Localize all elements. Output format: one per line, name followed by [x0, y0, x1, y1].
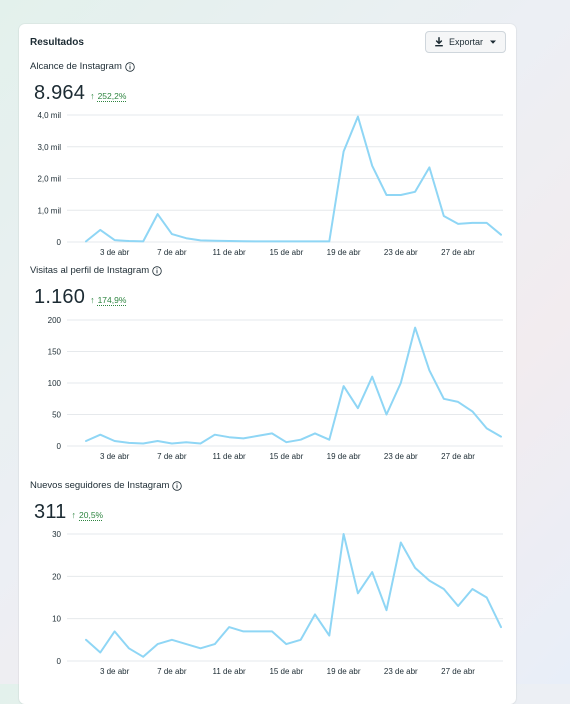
x-tick-label: 23 de abr	[384, 248, 418, 257]
arrow-up-icon: ↑	[90, 91, 95, 101]
section-title-profile-visits: Visitas al perfil de Instagram	[30, 265, 162, 276]
chevron-down-icon	[490, 40, 496, 44]
x-tick-label: 3 de abr	[100, 248, 130, 257]
profile-visits-chart: 0 50 100 150 200 3 de abr 7 de abr 11 de abr 15 …	[48, 316, 503, 461]
change-percent: 174,9%	[97, 295, 127, 305]
info-icon[interactable]	[125, 61, 135, 72]
x-tick-label: 11 de abr	[212, 248, 246, 257]
arrow-up-icon: ↑	[71, 510, 77, 520]
metric-new-followers: 311 ↑ 20,5%	[34, 501, 103, 524]
y-tick-label: 0	[57, 442, 62, 451]
metric-profile-visits: 1.160 ↑ 174,9%	[34, 286, 126, 309]
metric-reach: 8.964 ↑ 252,2%	[34, 82, 126, 105]
y-tick-label: 1,0 mil	[37, 206, 61, 215]
y-tick-label: 0	[57, 238, 62, 247]
metric-value: 8.964	[34, 82, 86, 104]
x-tick-label: 3 de abr	[100, 667, 130, 676]
info-icon[interactable]	[172, 480, 183, 491]
x-tick-label: 3 de abr	[100, 452, 130, 461]
y-tick-label: 20	[52, 572, 61, 581]
change-badge: ↑ 20,5%	[72, 510, 104, 520]
x-tick-label: 23 de abr	[384, 452, 418, 461]
change-badge: ↑ 252,2%	[90, 91, 126, 101]
y-tick-label: 200	[48, 316, 62, 325]
x-tick-label: 23 de abr	[384, 667, 418, 676]
section-title-label: Nuevos seguidores de Instagram	[30, 480, 170, 491]
change-badge: ↑ 174,9%	[90, 295, 126, 305]
y-tick-label: 150	[48, 348, 62, 357]
x-tick-label: 15 de abr	[269, 248, 303, 257]
x-tick-label: 11 de abr	[212, 452, 246, 461]
y-tick-label: 10	[52, 615, 61, 624]
reach-chart: 0 1,0 mil 2,0 mil 3,0 mil 4,0 mil 3 de abr 7 d…	[37, 111, 503, 257]
y-tick-label: 100	[48, 379, 62, 388]
x-tick-label: 15 de abr	[269, 667, 303, 676]
series-line	[85, 326, 502, 445]
y-tick-label: 0	[57, 657, 62, 666]
metric-value: 311	[34, 501, 67, 523]
y-tick-label: 50	[52, 411, 61, 420]
x-tick-label: 7 de abr	[157, 452, 187, 461]
metric-value: 1.160	[34, 286, 86, 308]
series-line	[85, 533, 502, 658]
x-tick-label: 27 de abr	[441, 248, 475, 257]
arrow-up-icon: ↑	[90, 295, 95, 305]
export-button[interactable]: Exportar	[425, 31, 506, 53]
new-followers-chart: 0 10 20 30 3 de abr 7 de abr 11 de abr 15 de ab…	[52, 530, 503, 676]
section-title-new-followers: Nuevos seguidores de Instagram	[30, 480, 183, 491]
export-label: Exportar	[448, 37, 483, 47]
x-tick-label: 7 de abr	[157, 248, 187, 257]
y-tick-label: 3,0 mil	[37, 143, 61, 152]
x-tick-label: 11 de abr	[212, 667, 246, 676]
x-tick-label: 7 de abr	[157, 667, 187, 676]
section-title-reach: Alcance de Instagram	[30, 61, 135, 72]
download-icon	[435, 37, 443, 47]
x-tick-label: 19 de abr	[327, 667, 361, 676]
x-tick-label: 15 de abr	[269, 452, 303, 461]
x-tick-label: 19 de abr	[327, 452, 361, 461]
section-title-label: Alcance de Instagram	[30, 61, 122, 72]
y-tick-label: 30	[52, 530, 61, 539]
card-title: Resultados	[30, 37, 84, 48]
y-tick-label: 4,0 mil	[37, 111, 61, 120]
results-card: Resultados Exportar Alcance de Instagram…	[19, 24, 516, 704]
y-tick-label: 2,0 mil	[37, 175, 61, 184]
section-title-label: Visitas al perfil de Instagram	[30, 265, 150, 276]
series-line	[85, 115, 502, 243]
x-tick-label: 27 de abr	[441, 667, 475, 676]
x-tick-label: 19 de abr	[327, 248, 361, 257]
change-percent: 20,5%	[79, 510, 104, 520]
x-tick-label: 27 de abr	[441, 452, 475, 461]
info-icon[interactable]	[152, 265, 162, 276]
change-percent: 252,2%	[97, 91, 127, 101]
